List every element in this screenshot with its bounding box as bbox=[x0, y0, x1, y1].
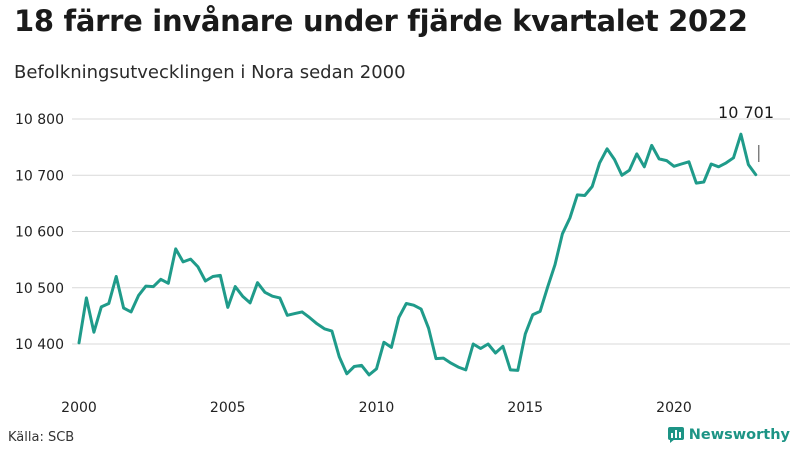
x-tick-label: 2000 bbox=[61, 400, 97, 416]
series-layer bbox=[77, 132, 758, 377]
x-tick-label: 2010 bbox=[359, 400, 395, 416]
y-tick-label: 10 800 bbox=[15, 112, 64, 128]
y-axis-tick-labels: 10 400 10 500 10 600 10 700 10 800 bbox=[15, 112, 64, 353]
gridlines bbox=[72, 118, 790, 345]
chart-title: 18 färre invånare under fjärde kvartalet… bbox=[14, 4, 748, 38]
x-tick-label: 2020 bbox=[656, 400, 692, 416]
y-tick-label: 10 700 bbox=[15, 168, 64, 184]
annotation-layer: 10 701 bbox=[718, 103, 774, 162]
chart-subtitle: Befolkningsutvecklingen i Nora sedan 200… bbox=[14, 62, 406, 83]
y-tick-label: 10 600 bbox=[15, 225, 64, 241]
y-tick-label: 10 400 bbox=[15, 337, 64, 353]
brand-name: Newsworthy bbox=[688, 427, 790, 443]
brand-logo[interactable]: Newsworthy bbox=[667, 426, 790, 444]
y-tick-label: 10 500 bbox=[15, 281, 64, 297]
source-note: Källa: SCB bbox=[8, 430, 75, 445]
annotation-label: 10 701 bbox=[718, 103, 774, 122]
bar-chart-speech-bubble-icon bbox=[667, 427, 684, 443]
series-line bbox=[77, 132, 758, 377]
x-tick-label: 2005 bbox=[210, 400, 246, 416]
x-tick-label: 2015 bbox=[507, 400, 543, 416]
x-axis-tick-labels: 2000 2005 2010 2015 2020 bbox=[61, 400, 692, 416]
